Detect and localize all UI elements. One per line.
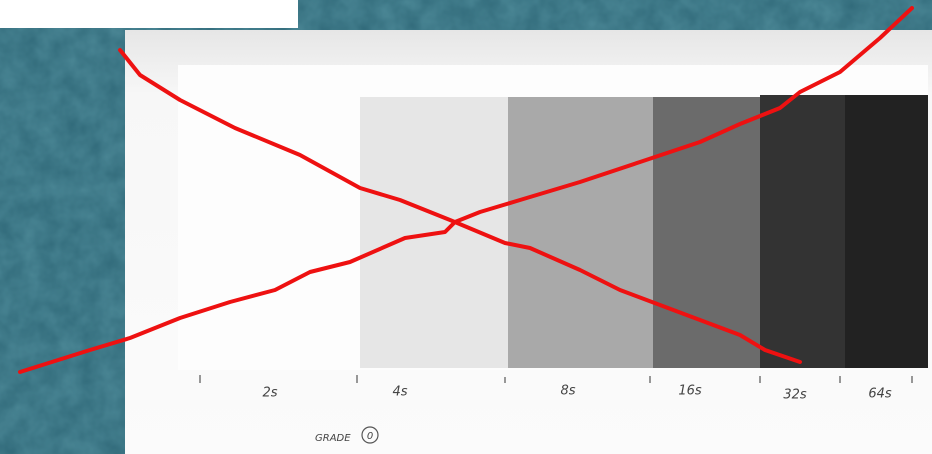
time-labels: 2s 4s 8s 16s 32s 64s: [262, 384, 891, 403]
grade-label: GRADE: [315, 433, 351, 444]
time-label: 4s: [392, 385, 407, 400]
grade-number: 0: [367, 431, 373, 442]
time-label: 64s: [868, 387, 892, 402]
time-label: 2s: [262, 386, 277, 401]
tick-marks: [199, 375, 913, 383]
time-label: 8s: [560, 384, 575, 399]
cross-stroke: [18, 6, 914, 374]
step: [845, 95, 928, 368]
red-cross: [18, 6, 914, 374]
grade-circle: [361, 426, 379, 444]
white-corner: [0, 0, 298, 28]
step: [508, 97, 657, 368]
step: [760, 95, 846, 368]
time-label: 16s: [678, 384, 702, 399]
time-label: 32s: [783, 388, 807, 403]
cross-stroke: [118, 48, 802, 364]
